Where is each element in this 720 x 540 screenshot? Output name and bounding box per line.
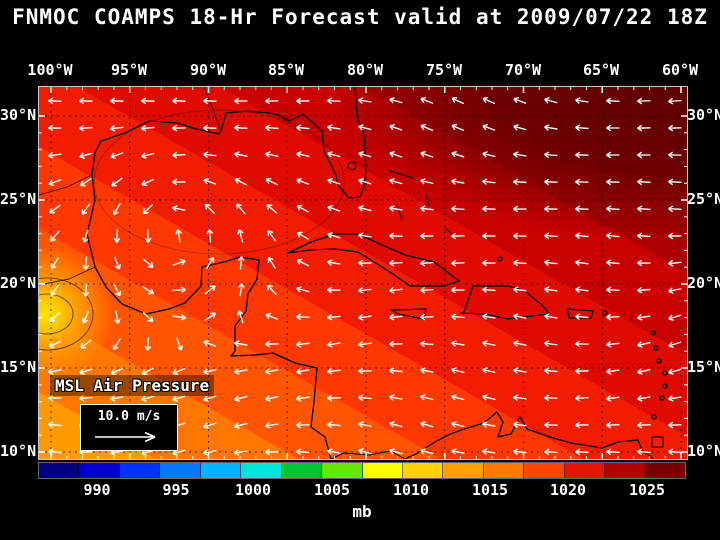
isobar-contours bbox=[39, 109, 345, 351]
colorbar-tick-label: 1015 bbox=[471, 481, 509, 499]
field-label: MSL Air Pressure bbox=[50, 375, 215, 396]
lon-label: 85°W bbox=[267, 61, 305, 79]
lat-label: 10°N bbox=[687, 442, 720, 460]
wind-scale-label: 10.0 m/s bbox=[97, 409, 161, 424]
colorbar-segment bbox=[119, 463, 161, 478]
map-graphics bbox=[39, 87, 687, 459]
lat-label: 30°N bbox=[0, 106, 37, 124]
colorbar-segment bbox=[322, 463, 363, 478]
colorbar-segment bbox=[645, 463, 685, 478]
lon-label: 80°W bbox=[346, 61, 384, 79]
coastlines bbox=[39, 87, 668, 459]
colorbar-segment bbox=[605, 463, 646, 478]
wind-vectors bbox=[48, 96, 682, 456]
colorbar-segment bbox=[39, 463, 80, 478]
colorbar-segment bbox=[160, 463, 201, 478]
page-title: FNMOC COAMPS 18-Hr Forecast valid at 200… bbox=[12, 5, 708, 29]
lat-label: 25°N bbox=[0, 190, 37, 208]
colorbar-segment bbox=[564, 463, 606, 478]
colorbar-unit-label: mb bbox=[352, 502, 372, 521]
colorbar-segment bbox=[200, 463, 242, 478]
colorbar-segment bbox=[402, 463, 444, 478]
lat-label: 30°N bbox=[687, 106, 720, 124]
colorbar-segment bbox=[281, 463, 323, 478]
colorbar-segment bbox=[483, 463, 525, 478]
colorbar-segment bbox=[362, 463, 403, 478]
colorbar-segment bbox=[524, 463, 565, 478]
lon-label: 100°W bbox=[27, 61, 73, 79]
lat-label: 15°N bbox=[687, 358, 720, 376]
lat-label: 10°N bbox=[0, 442, 37, 460]
lon-label: 90°W bbox=[189, 61, 227, 79]
colorbar-tick-label: 1000 bbox=[234, 481, 272, 499]
lat-label: 20°N bbox=[0, 274, 37, 292]
colorbar-tick-label: 990 bbox=[83, 481, 111, 499]
lon-label: 65°W bbox=[582, 61, 620, 79]
wind-scale-arrow-icon bbox=[95, 431, 156, 443]
axis-ticks bbox=[39, 87, 687, 459]
lat-label: 20°N bbox=[687, 274, 720, 292]
colorbar-segment bbox=[241, 463, 282, 478]
colorbar-tick-label: 1005 bbox=[313, 481, 351, 499]
lat-label: 15°N bbox=[0, 358, 37, 376]
colorbar-tick-label: 995 bbox=[162, 481, 190, 499]
colorbar-tick-label: 1025 bbox=[628, 481, 666, 499]
lon-label: 70°W bbox=[504, 61, 542, 79]
colorbar bbox=[38, 462, 686, 479]
lat-label: 25°N bbox=[687, 190, 720, 208]
colorbar-segment bbox=[443, 463, 484, 478]
lon-label: 60°W bbox=[661, 61, 699, 79]
colorbar-tick-label: 1020 bbox=[549, 481, 587, 499]
wind-scale-box: 10.0 m/s bbox=[80, 404, 178, 451]
colorbar-segment bbox=[79, 463, 120, 478]
colorbar-tick-label: 1010 bbox=[392, 481, 430, 499]
forecast-map bbox=[38, 86, 688, 460]
lon-label: 75°W bbox=[425, 61, 463, 79]
lon-label: 95°W bbox=[110, 61, 148, 79]
